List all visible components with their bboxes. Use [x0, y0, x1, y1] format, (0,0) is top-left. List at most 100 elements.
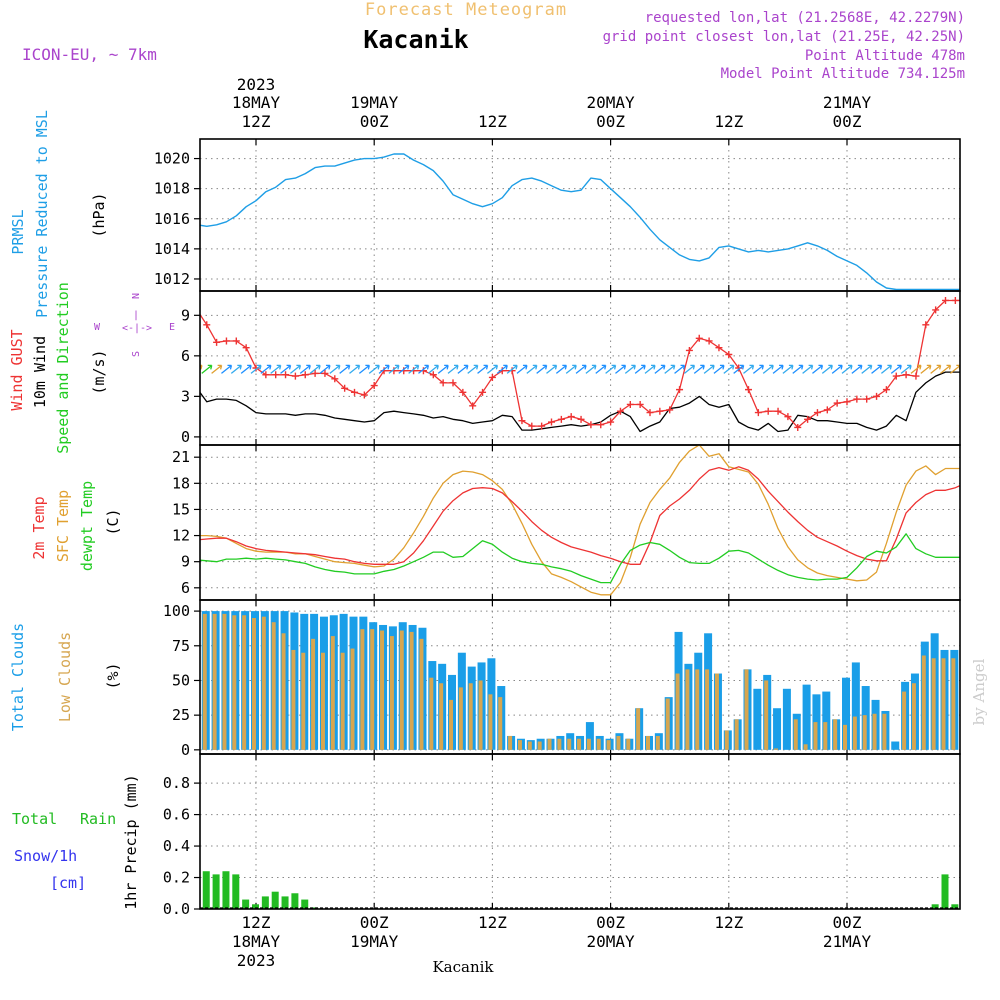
total-cloud-bar — [822, 691, 831, 750]
low-cloud-bar — [419, 638, 424, 750]
wind-arrow — [792, 364, 804, 374]
low-cloud-bar — [488, 694, 493, 750]
wind-arrow — [831, 364, 843, 374]
bottom-axis-label: 18MAY — [232, 932, 281, 951]
low-cloud-bar — [291, 649, 296, 750]
wind-arrow — [447, 364, 459, 374]
precip-label-total: Total — [12, 810, 57, 828]
low-cloud-bar — [921, 655, 926, 750]
low-cloud-bar — [793, 719, 798, 750]
requested-coords: requested lon,lat (21.2568E, 42.2279N) — [645, 10, 965, 26]
model-altitude: Model Point Altitude 734.125m — [721, 66, 965, 82]
precip-title: 1hr Precip (mm) — [122, 774, 140, 909]
wind-arrow — [861, 364, 873, 374]
total-cloud-bar — [842, 677, 850, 750]
panel-frame — [199, 290, 961, 446]
low-cloud-bar — [350, 648, 355, 750]
low-cloud-bar — [714, 673, 719, 750]
pressure-line — [200, 153, 960, 291]
wind-arrow — [782, 364, 794, 374]
gust-marker — [242, 344, 250, 352]
rain-bar — [291, 893, 299, 909]
wind-arrow — [605, 364, 617, 374]
wind-arrow — [713, 364, 725, 374]
wind-arrow — [309, 364, 321, 374]
plot-area — [200, 153, 960, 291]
wind-arrow — [546, 364, 558, 374]
compass-s: S — [131, 351, 142, 357]
wind-arrow — [595, 364, 607, 374]
gust-marker — [695, 334, 703, 342]
low-cloud-bar — [232, 615, 237, 750]
cloud-panel: 0 25 50 75 100 — [163, 599, 968, 759]
wind-arrow — [349, 364, 361, 374]
gust-marker — [597, 421, 605, 429]
low-cloud-bar — [961, 658, 965, 750]
wind-arrow — [821, 364, 833, 374]
low-cloud-bar — [586, 738, 591, 750]
gust-marker — [479, 388, 487, 396]
y-tick-label: 15 — [172, 500, 190, 518]
wind-arrow — [762, 364, 774, 374]
y-tick-label: 1020 — [154, 150, 190, 168]
low-cloud-bar — [360, 629, 365, 750]
wind-arrow — [624, 364, 636, 374]
gust-marker — [656, 407, 664, 415]
precip-panel: 0.0 0.2 0.4 0.6 0.8 — [163, 753, 961, 918]
low-cloud-bar — [439, 683, 444, 750]
compass-rose: N | W <-|-> E S — [94, 293, 175, 357]
pressure-label-msl: Pressure Reduced to MSL — [33, 110, 51, 318]
y-tick-label: 0.2 — [163, 869, 190, 887]
y-tick-label: 1014 — [154, 240, 190, 258]
total-cloud-bar — [851, 662, 860, 750]
gust-marker — [892, 372, 900, 380]
wind-arrow — [260, 364, 272, 374]
gust-marker — [745, 386, 752, 394]
top-axis-label: 21MAY — [823, 93, 872, 112]
wind-arrow — [182, 365, 192, 373]
gust-marker — [439, 379, 447, 387]
gust-marker — [843, 398, 851, 406]
wind-arrow — [486, 364, 499, 374]
wind-arrow — [358, 364, 370, 374]
plot-area — [172, 296, 969, 433]
low-cloud-bar — [242, 615, 247, 750]
precip-labels: Total Rain Snow/1h [cm] 1hr Precip (mm) — [12, 774, 140, 909]
panel-frame — [199, 138, 961, 292]
total-cloud-bar — [960, 650, 968, 750]
gust-marker — [804, 415, 812, 423]
credit: by Angel — [970, 658, 988, 725]
temp-unit: (C) — [104, 508, 122, 535]
low-cloud-bar — [843, 724, 847, 750]
temp-dewpt-line — [200, 533, 960, 584]
wind-arrow — [398, 364, 410, 374]
wind-arrow — [289, 364, 302, 374]
bottom-axis-label: 12Z — [714, 913, 743, 932]
gust-marker — [272, 371, 280, 379]
low-cloud-bar — [626, 738, 631, 750]
gust-marker — [873, 392, 881, 400]
wind-arrow — [516, 364, 528, 374]
bottom-axis-label: 21MAY — [823, 932, 872, 951]
gust-marker — [705, 337, 713, 345]
gust-marker — [174, 301, 181, 308]
low-cloud-bar — [380, 630, 385, 750]
precip-label-snow: Snow/1h — [14, 847, 77, 865]
wind-arrow — [172, 365, 182, 373]
gust-marker — [331, 375, 339, 383]
low-cloud-bar — [252, 618, 256, 750]
compass-w: W — [94, 322, 101, 333]
gust-marker — [962, 297, 969, 304]
rain-bar — [941, 874, 949, 909]
y-tick-label: 0.6 — [163, 806, 190, 824]
wind-arrow — [674, 364, 686, 374]
gust-marker — [823, 406, 831, 414]
gust-marker — [853, 395, 861, 403]
top-axis-label: 18MAY — [232, 93, 281, 112]
rain-bar — [301, 899, 309, 909]
y-tick-label: 3 — [181, 387, 190, 405]
temp-2m-line — [200, 466, 960, 565]
wind-arrow — [565, 364, 577, 374]
low-cloud-bar — [547, 738, 552, 750]
